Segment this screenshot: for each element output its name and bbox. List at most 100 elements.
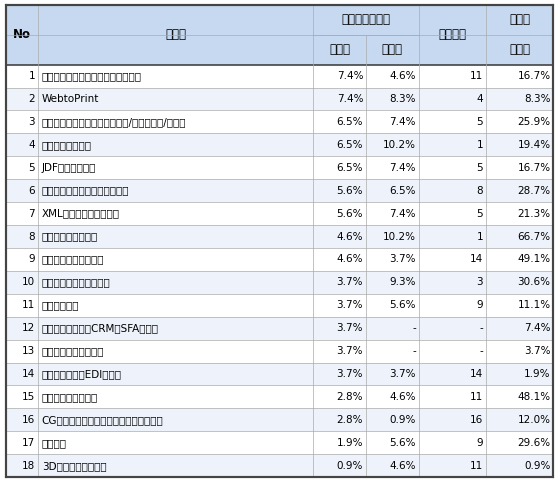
Text: 25.9%: 25.9% bbox=[518, 117, 551, 127]
Bar bbox=[486, 5, 553, 35]
Text: 3.7%: 3.7% bbox=[524, 346, 551, 356]
Text: 14: 14 bbox=[470, 254, 483, 265]
Text: 28.7%: 28.7% bbox=[518, 186, 551, 196]
Bar bbox=[486, 35, 553, 65]
Text: 18: 18 bbox=[22, 461, 35, 471]
Text: JDFワークフロー: JDFワークフロー bbox=[42, 163, 96, 173]
Text: 19.4%: 19.4% bbox=[518, 140, 551, 150]
Text: WebtoPrint: WebtoPrint bbox=[42, 94, 99, 104]
Text: 5: 5 bbox=[477, 163, 483, 173]
Text: 2.8%: 2.8% bbox=[337, 415, 363, 425]
Text: 1.9%: 1.9% bbox=[337, 438, 363, 448]
Text: 6.5%: 6.5% bbox=[390, 186, 416, 196]
Bar bbox=[6, 362, 553, 386]
Text: バリアブルデータ印刷: バリアブルデータ印刷 bbox=[42, 254, 104, 265]
Text: 11: 11 bbox=[22, 300, 35, 310]
Bar bbox=[366, 5, 419, 35]
Text: 9: 9 bbox=[477, 438, 483, 448]
Text: 6: 6 bbox=[29, 186, 35, 196]
Text: 5: 5 bbox=[477, 117, 483, 127]
Text: 0.9%: 0.9% bbox=[524, 461, 551, 471]
Text: 4: 4 bbox=[477, 94, 483, 104]
Bar bbox=[313, 5, 366, 35]
Text: スマホ／タブレット対応アプリ制作: スマホ／タブレット対応アプリ制作 bbox=[42, 71, 142, 81]
Text: 8.3%: 8.3% bbox=[524, 94, 551, 104]
Text: 9: 9 bbox=[477, 300, 483, 310]
Text: カラーマネジメント: カラーマネジメント bbox=[42, 231, 98, 241]
Bar bbox=[6, 156, 553, 179]
Text: -: - bbox=[480, 323, 483, 333]
Text: 11: 11 bbox=[470, 461, 483, 471]
Text: 8: 8 bbox=[477, 186, 483, 196]
Text: -: - bbox=[412, 346, 416, 356]
Text: 7.4%: 7.4% bbox=[390, 163, 416, 173]
Text: 1: 1 bbox=[477, 231, 483, 241]
Text: 21.3%: 21.3% bbox=[518, 209, 551, 218]
Text: 3.7%: 3.7% bbox=[337, 300, 363, 310]
Text: 6.5%: 6.5% bbox=[337, 140, 363, 150]
Text: 4.6%: 4.6% bbox=[390, 392, 416, 402]
Text: 予定率: 予定率 bbox=[329, 43, 350, 56]
Text: 17: 17 bbox=[22, 438, 35, 448]
Text: 1: 1 bbox=[29, 71, 35, 81]
Text: 16.7%: 16.7% bbox=[518, 163, 551, 173]
Text: 9: 9 bbox=[29, 254, 35, 265]
Text: 3.7%: 3.7% bbox=[390, 254, 416, 265]
Text: 8.3%: 8.3% bbox=[390, 94, 416, 104]
Text: 4.6%: 4.6% bbox=[337, 254, 363, 265]
Text: 4.6%: 4.6% bbox=[337, 231, 363, 241]
Text: 3.7%: 3.7% bbox=[390, 369, 416, 379]
Text: 5: 5 bbox=[29, 163, 35, 173]
Text: 10.2%: 10.2% bbox=[383, 231, 416, 241]
Text: 3.7%: 3.7% bbox=[337, 369, 363, 379]
Bar bbox=[6, 294, 553, 317]
Bar bbox=[419, 35, 486, 65]
Text: 高精細／広色域印刷: 高精細／広色域印刷 bbox=[42, 392, 98, 402]
Text: 実施・導入予定: 実施・導入予定 bbox=[342, 13, 390, 26]
Text: 4: 4 bbox=[29, 140, 35, 150]
Text: 1: 1 bbox=[477, 140, 483, 150]
Bar bbox=[366, 35, 419, 65]
Bar bbox=[6, 225, 553, 248]
Text: 現在の: 現在の bbox=[509, 13, 530, 26]
Text: CG（コンピュータグラフィックス）制作: CG（コンピュータグラフィックス）制作 bbox=[42, 415, 163, 425]
Text: 7.4%: 7.4% bbox=[390, 117, 416, 127]
Text: 12.0%: 12.0% bbox=[518, 415, 551, 425]
Bar bbox=[6, 5, 38, 35]
Text: 12: 12 bbox=[22, 323, 35, 333]
Text: 5.6%: 5.6% bbox=[390, 438, 416, 448]
Bar bbox=[6, 340, 553, 362]
Text: メディアユニバーサルデザイン: メディアユニバーサルデザイン bbox=[42, 186, 129, 196]
Text: 6.5%: 6.5% bbox=[337, 163, 363, 173]
Text: 15: 15 bbox=[22, 392, 35, 402]
Text: リモートプルーフ: リモートプルーフ bbox=[42, 140, 92, 150]
Text: 14: 14 bbox=[22, 369, 35, 379]
Text: 9.3%: 9.3% bbox=[390, 277, 416, 287]
Text: 7: 7 bbox=[29, 209, 35, 218]
Bar bbox=[6, 65, 553, 88]
Text: 5.6%: 5.6% bbox=[337, 209, 363, 218]
Text: 6.5%: 6.5% bbox=[337, 117, 363, 127]
Bar bbox=[6, 202, 553, 225]
Text: 1.9%: 1.9% bbox=[524, 369, 551, 379]
Text: プロセスレスプレート: プロセスレスプレート bbox=[42, 346, 104, 356]
Text: 電子出版／電子カタログ: 電子出版／電子カタログ bbox=[42, 277, 111, 287]
Bar bbox=[313, 35, 366, 65]
Bar bbox=[6, 134, 553, 156]
Bar bbox=[419, 5, 486, 35]
Bar bbox=[6, 431, 553, 454]
Text: 29.6%: 29.6% bbox=[518, 438, 551, 448]
Text: 導入率: 導入率 bbox=[509, 43, 530, 56]
Text: 4.6%: 4.6% bbox=[390, 461, 416, 471]
Text: 0.9%: 0.9% bbox=[337, 461, 363, 471]
Text: 11: 11 bbox=[470, 392, 483, 402]
Text: 項目名: 項目名 bbox=[165, 28, 186, 41]
Bar bbox=[6, 386, 553, 408]
Text: 13: 13 bbox=[22, 346, 35, 356]
Text: 資材料の発注にEDIを利用: 資材料の発注にEDIを利用 bbox=[42, 369, 122, 379]
Text: 3Dプリントサービス: 3Dプリントサービス bbox=[42, 461, 106, 471]
Text: 14: 14 bbox=[470, 369, 483, 379]
Bar bbox=[6, 271, 553, 294]
Text: 8: 8 bbox=[29, 231, 35, 241]
Text: 49.1%: 49.1% bbox=[518, 254, 551, 265]
